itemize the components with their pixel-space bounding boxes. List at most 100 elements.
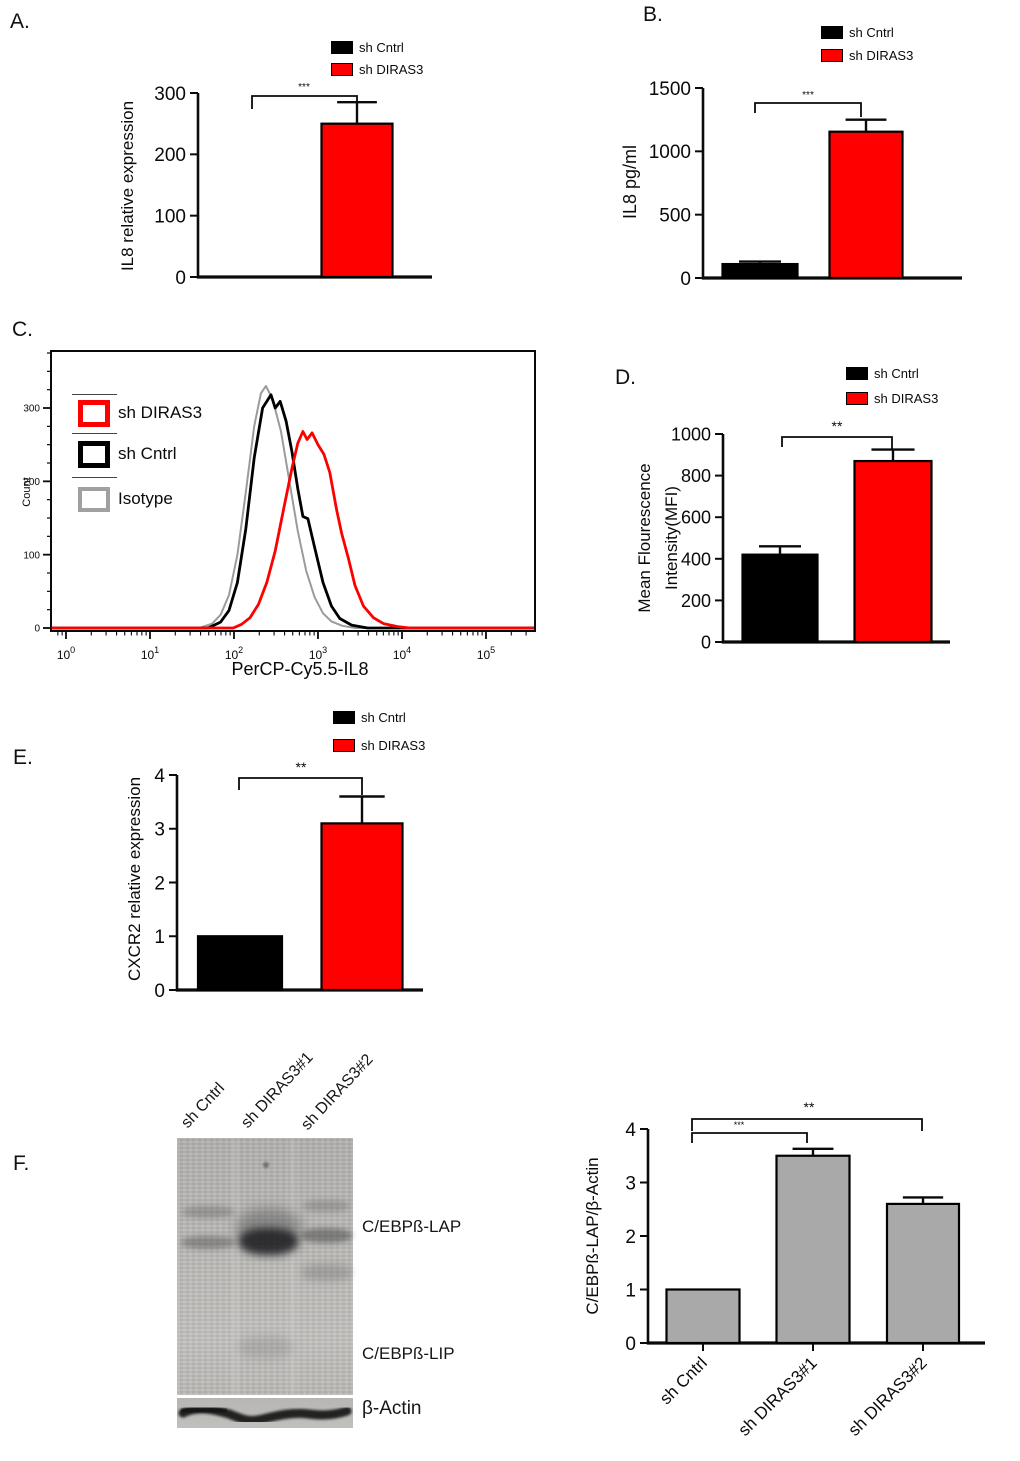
blot-band: [238, 1336, 293, 1358]
x-tick-label: sh DIRAS3#1: [735, 1353, 821, 1439]
legend-label: sh Cntrl: [361, 710, 406, 725]
legend-label: Isotype: [118, 489, 173, 508]
significance-stars: **: [296, 759, 307, 775]
legend-swatch-red: [846, 392, 868, 405]
legend-label: sh Cntrl: [849, 25, 894, 40]
significance-stars: **: [832, 418, 843, 434]
y-tick-label: 100: [23, 550, 40, 561]
y-axis-label: Mean Flourescence: [635, 463, 654, 612]
legend-item: sh Cntrl: [821, 25, 913, 40]
x-axis-label: PerCP-Cy5.5-IL8: [231, 659, 368, 679]
y-tick-label: 0: [680, 269, 691, 290]
y-tick-label: 800: [681, 466, 711, 486]
y-tick-label: 1: [625, 1280, 636, 1301]
legend-swatch-red: [331, 63, 353, 76]
y-axis-label: C/EBPß-LAP/β-Actin: [583, 1157, 602, 1314]
significance-bracket: [691, 1118, 923, 1131]
y-tick-label: 0: [175, 268, 186, 289]
y-axis-label: Intensity(MFI): [662, 486, 681, 590]
x-tick-label: 104: [393, 645, 411, 662]
y-tick-label: 600: [681, 508, 711, 528]
legend-label: sh DIRAS3: [359, 62, 424, 77]
panel-label-f: F.: [13, 1152, 30, 1175]
blot-lane-gap: [289, 1138, 296, 1395]
y-tick-label: 500: [659, 206, 691, 227]
blot-texture: [177, 1138, 353, 1395]
legend-separator: [72, 477, 117, 478]
legend-swatch-red-outline: [78, 400, 110, 427]
y-tick-label: 400: [681, 549, 711, 569]
x-tick-label: 100: [57, 645, 75, 662]
legend-item: sh DIRAS3: [821, 48, 913, 63]
bar-sh Cntrl: [721, 262, 799, 280]
y-tick-label: 0: [154, 981, 165, 1002]
x-tick-label: 105: [477, 645, 495, 662]
significance-bracket: [238, 777, 363, 795]
blot-band-label-lap: C/EBPß-LAP: [362, 1217, 462, 1236]
blot-band: [303, 1200, 350, 1212]
histogram-curve-sh-DIRAS3: [51, 430, 534, 630]
panel-label-e: E.: [13, 746, 33, 769]
y-tick-label: 200: [23, 477, 40, 488]
legend-panel-c: sh DIRAS3 sh Cntrl Isotype: [70, 388, 220, 528]
histogram-curve-sh-Cntrl: [51, 393, 534, 630]
y-tick-label: 3: [625, 1173, 636, 1194]
y-axis-label: IL8 pg/ml: [620, 145, 640, 219]
significance-bracket: [251, 95, 358, 114]
blot-band: [239, 1228, 298, 1255]
y-axis-label: IL8 relative expression: [118, 101, 137, 271]
panel-label-b: B.: [643, 3, 663, 26]
significance-stars: ***: [734, 1120, 745, 1130]
legend-swatch-black: [846, 367, 868, 380]
blot-band-label-lip: C/EBPß-LIP: [362, 1344, 455, 1363]
blot-band: [182, 1206, 234, 1218]
y-tick-label: 300: [154, 84, 186, 105]
y-tick-label: 0: [625, 1334, 636, 1355]
legend-label: sh Cntrl: [874, 366, 919, 381]
y-tick-label: 100: [154, 207, 186, 228]
significance-bracket: [754, 102, 862, 117]
legend-label: sh DIRAS3: [361, 738, 426, 753]
legend-item: sh DIRAS3: [331, 62, 423, 77]
x-tick-label: sh Cntrl: [656, 1353, 711, 1408]
bar-sh DIRAS3#1: [775, 1154, 851, 1345]
blot-lane-gap: [232, 1138, 239, 1395]
y-tick-label: 4: [154, 766, 165, 787]
legend-separator: [72, 433, 117, 434]
blot-band: [301, 1264, 352, 1281]
significance-stars: ***: [802, 90, 814, 101]
y-tick-label: 1: [154, 927, 165, 948]
x-tick-label: 101: [141, 645, 159, 662]
y-tick-label: 300: [23, 404, 40, 415]
y-tick-label: 3: [154, 820, 165, 841]
y-tick-label: 200: [154, 145, 186, 166]
legend-swatch-gray-outline: [78, 487, 110, 512]
panel-label-c: C.: [12, 318, 33, 341]
legend-item: sh Cntrl: [331, 40, 423, 55]
significance-bracket: [781, 436, 893, 450]
y-tick-label: 0: [701, 632, 711, 652]
legend-item: sh Cntrl: [333, 710, 425, 725]
legend-item: sh DIRAS3: [333, 738, 425, 753]
y-tick-label: 1000: [649, 142, 691, 163]
significance-stars: ***: [298, 82, 310, 93]
significance-stars: **: [804, 1099, 815, 1115]
y-tick-label: 2: [154, 873, 165, 894]
beta-actin-blot-strip: [177, 1398, 353, 1428]
blot-band: [301, 1228, 352, 1243]
legend-swatch-black: [333, 711, 355, 724]
bar-sh DIRAS3: [828, 130, 904, 280]
legend-label: sh Cntrl: [118, 444, 177, 463]
x-tick-label: sh DIRAS3#2: [845, 1353, 931, 1439]
y-tick-label: 1000: [671, 424, 711, 444]
legend-panel-b: sh Cntrl sh DIRAS3: [821, 25, 913, 63]
bar-sh DIRAS3: [320, 122, 394, 279]
legend-label: sh DIRAS3: [849, 48, 914, 63]
legend-item: sh DIRAS3: [846, 391, 938, 406]
bar-sh Cntrl: [741, 553, 819, 644]
y-tick-label: 4: [625, 1120, 636, 1141]
y-tick-label: 2: [625, 1227, 636, 1248]
bar-sh Cntrl: [665, 1288, 741, 1345]
